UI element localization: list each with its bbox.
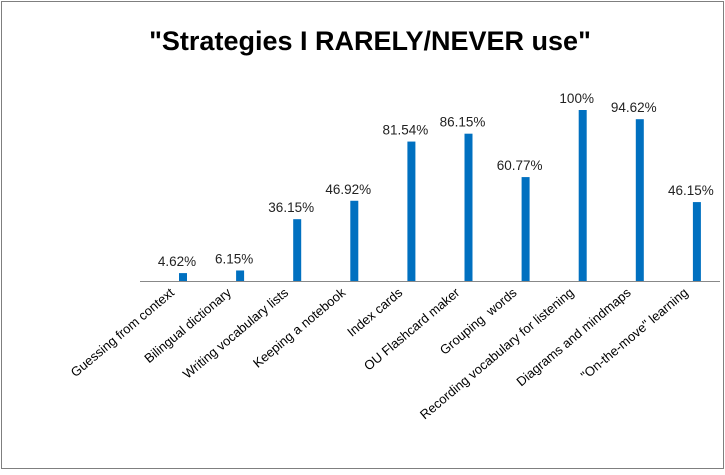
data-label: 94.62% [611, 100, 657, 115]
data-label: 46.15% [668, 183, 714, 198]
bar [407, 141, 416, 281]
bar [464, 133, 473, 281]
data-label: 86.15% [440, 115, 486, 130]
bar [236, 270, 245, 281]
data-label: 81.54% [383, 123, 429, 138]
chart-title: "Strategies I RARELY/NEVER use" [149, 26, 591, 56]
data-label: 46.92% [325, 182, 371, 197]
data-label: 6.15% [215, 251, 253, 266]
data-label: 36.15% [268, 200, 314, 215]
bar [635, 119, 644, 281]
data-label: 60.77% [497, 158, 543, 173]
data-label: 100% [559, 91, 594, 106]
bar [521, 177, 530, 281]
bar [692, 202, 701, 281]
bar [578, 110, 587, 281]
data-label: 4.62% [158, 254, 196, 269]
bar [293, 219, 302, 281]
bar [179, 273, 187, 281]
bar [350, 200, 359, 281]
